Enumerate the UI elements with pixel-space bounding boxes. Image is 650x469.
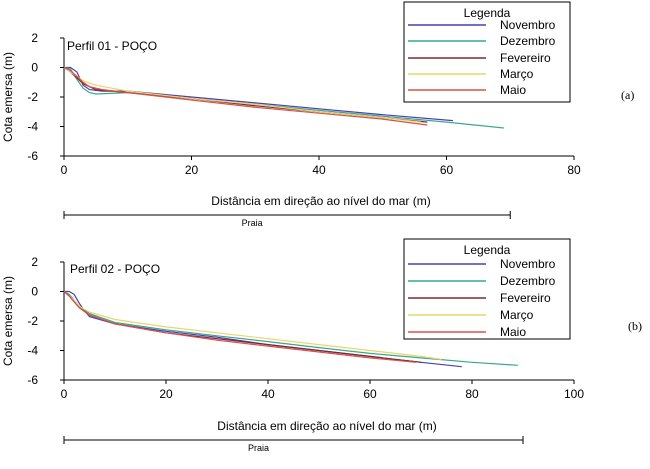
profile-title: Perfil 01 - POÇO bbox=[67, 39, 157, 53]
x-tick-label: 100 bbox=[564, 387, 584, 401]
y-tick-label: -2 bbox=[27, 90, 38, 104]
legend-box bbox=[403, 238, 571, 340]
y-tick-label: 0 bbox=[31, 61, 38, 75]
x-tick-label: 0 bbox=[61, 163, 68, 177]
series-line-maio bbox=[63, 66, 428, 126]
legend-entry-dezembro: Dezembro bbox=[500, 34, 556, 48]
beach-label: Praia bbox=[242, 218, 263, 228]
x-tick-label: 0 bbox=[61, 387, 68, 401]
series-line-fevereiro bbox=[63, 291, 422, 363]
panel-label: (a) bbox=[621, 88, 634, 102]
series-line-maio bbox=[63, 291, 416, 363]
legend-entry-maio: Maio bbox=[500, 325, 526, 339]
y-tick-label: 0 bbox=[31, 285, 38, 299]
x-tick-label: 60 bbox=[440, 163, 454, 177]
x-tick-label: 60 bbox=[363, 387, 377, 401]
panel-label: (b) bbox=[628, 319, 642, 333]
series-line-novembro bbox=[64, 290, 462, 368]
legend-entry-novembro: Novembro bbox=[500, 257, 556, 271]
y-tick-label: 2 bbox=[31, 31, 38, 45]
x-tick-label: 80 bbox=[465, 387, 479, 401]
legend-entry-março: Março bbox=[500, 308, 534, 322]
legend-entry-dezembro: Dezembro bbox=[500, 274, 556, 288]
x-axis-label: Distância em direção ao nível do mar (m) bbox=[217, 419, 436, 433]
beach-bracket: Praia bbox=[63, 211, 511, 228]
x-tick-label: 20 bbox=[185, 163, 199, 177]
y-tick-label: -4 bbox=[27, 344, 38, 358]
legend-entry-fevereiro: Fevereiro bbox=[500, 291, 551, 305]
legend-entry-maio: Maio bbox=[500, 83, 526, 97]
series-line-março bbox=[63, 291, 442, 360]
y-tick-label: -6 bbox=[27, 149, 38, 163]
x-tick-label: 20 bbox=[159, 387, 173, 401]
x-axis-label: Distância em direção ao nível do mar (m) bbox=[211, 194, 430, 208]
y-tick-label: -4 bbox=[27, 120, 38, 134]
legend-entry-fevereiro: Fevereiro bbox=[500, 51, 551, 65]
x-tick-label: 80 bbox=[567, 163, 581, 177]
legend-entry-novembro: Novembro bbox=[500, 18, 556, 32]
legend-box bbox=[403, 1, 571, 103]
beach-label: Praia bbox=[248, 443, 269, 453]
y-axis-label: Cota emersa (m) bbox=[1, 52, 15, 142]
legend-title: Legenda bbox=[464, 6, 511, 20]
y-tick-label: -2 bbox=[27, 314, 38, 328]
y-tick-label: 2 bbox=[31, 255, 38, 269]
y-tick-label: -6 bbox=[27, 373, 38, 387]
legend-title: Legenda bbox=[464, 243, 511, 257]
x-tick-label: 40 bbox=[261, 387, 275, 401]
x-tick-label: 40 bbox=[312, 163, 326, 177]
profile-title: Perfil 02 - POÇO bbox=[70, 262, 160, 276]
beach-bracket: Praia bbox=[63, 436, 524, 453]
legend-entry-março: Março bbox=[500, 67, 534, 81]
series-line-novembro bbox=[64, 66, 453, 122]
series-line-março bbox=[63, 67, 422, 123]
y-axis-label: Cota emersa (m) bbox=[1, 276, 15, 366]
